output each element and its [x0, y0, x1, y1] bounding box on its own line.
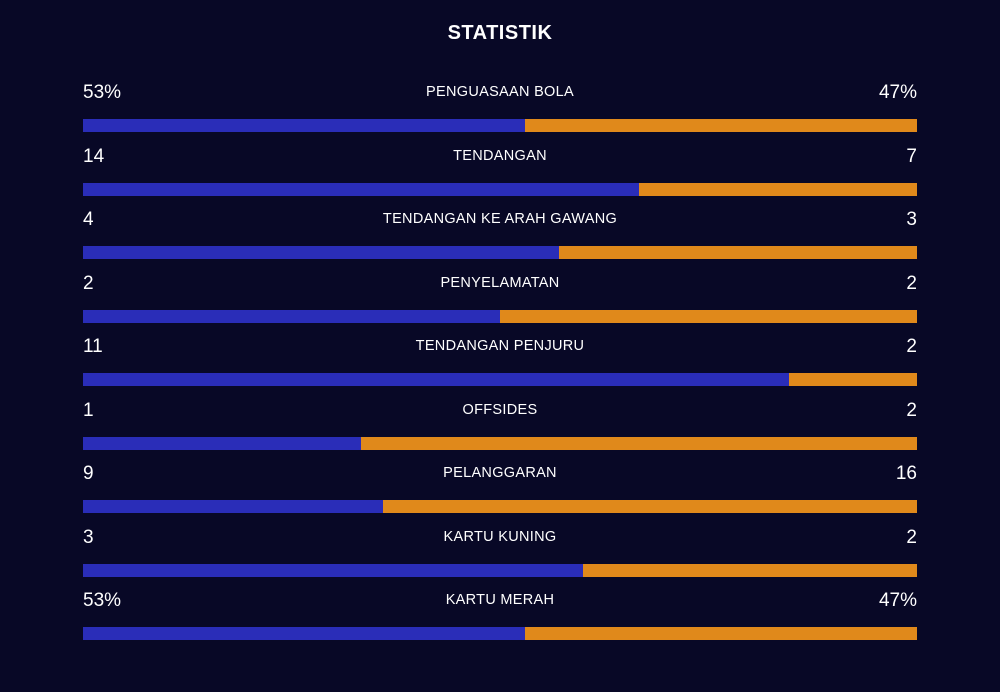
- stat-label: TENDANGAN PENJURU: [415, 338, 585, 354]
- panel-title: STATISTIK: [447, 22, 553, 44]
- stat-row-pelanggaran: 9 PELANGGARAN 16: [83, 461, 917, 525]
- stat-label: KARTU KUNING: [443, 528, 557, 545]
- away-bar-segment: [360, 436, 917, 450]
- home-bar-segment: [83, 500, 384, 513]
- home-bar-segment: [83, 627, 526, 640]
- home-bar-segment: [83, 436, 361, 450]
- away-bar-segment: [583, 563, 917, 577]
- stat-label: PENYELAMATAN: [440, 274, 560, 291]
- home-value: 2: [83, 272, 94, 294]
- stat-label: PENGUASAAN BOLA: [426, 84, 574, 100]
- home-value: 53%: [83, 590, 122, 611]
- stat-row-kartu-kuning: 3 KARTU KUNING 2: [83, 525, 917, 589]
- away-bar-segment: [559, 246, 917, 259]
- stat-label: TENDANGAN: [453, 147, 547, 164]
- home-value: 9: [83, 463, 94, 484]
- away-bar-segment: [383, 500, 917, 513]
- away-value: 2: [906, 526, 917, 548]
- away-bar-segment: [525, 119, 917, 132]
- comparison-bar: [83, 436, 917, 450]
- stat-row-penguasaan-bola: 53% PENGUASAAN BOLA 47%: [83, 80, 917, 144]
- stat-row-tendangan: 14 TENDANGAN 7: [83, 144, 917, 208]
- away-value: 16: [895, 463, 917, 484]
- home-value: 4: [83, 209, 94, 230]
- comparison-bar: [83, 563, 917, 577]
- away-bar-segment: [525, 627, 917, 640]
- away-bar-segment: [788, 373, 917, 386]
- away-value: 2: [906, 272, 917, 294]
- comparison-bar: [83, 309, 917, 323]
- away-bar-segment: [500, 309, 917, 323]
- comparison-bar: [83, 119, 917, 132]
- away-value: 7: [906, 145, 917, 167]
- home-value: 14: [83, 145, 105, 167]
- home-value: 53%: [83, 82, 122, 103]
- home-value: 1: [83, 399, 94, 421]
- away-bar-segment: [639, 182, 917, 196]
- comparison-bar: [83, 500, 917, 513]
- home-bar-segment: [83, 182, 640, 196]
- home-value: 3: [83, 526, 94, 548]
- away-value: 3: [906, 209, 917, 230]
- stat-row-penyelamatan: 2 PENYELAMATAN 2: [83, 271, 917, 335]
- away-value: 47%: [878, 590, 917, 611]
- stats-list: 53% PENGUASAAN BOLA 47% 14 TENDANGAN 7: [83, 80, 917, 652]
- comparison-bar: [83, 627, 917, 640]
- stat-row-offsides: 1 OFFSIDES 2: [83, 398, 917, 462]
- away-value: 2: [906, 336, 917, 357]
- home-bar-segment: [83, 563, 584, 577]
- away-value: 2: [906, 399, 917, 421]
- home-bar-segment: [83, 119, 526, 132]
- home-value: 11: [83, 336, 103, 357]
- stat-row-tendangan-ke-arah-gawang: 4 TENDANGAN KE ARAH GAWANG 3: [83, 207, 917, 271]
- home-bar-segment: [83, 309, 500, 323]
- comparison-bar: [83, 373, 917, 386]
- comparison-bar: [83, 246, 917, 259]
- stat-label: OFFSIDES: [462, 401, 538, 418]
- stat-label: TENDANGAN KE ARAH GAWANG: [382, 211, 618, 227]
- stat-row-tendangan-penjuru: 11 TENDANGAN PENJURU 2: [83, 334, 917, 398]
- comparison-bar: [83, 182, 917, 196]
- stat-label: PELANGGARAN: [443, 465, 557, 481]
- stat-label: KARTU MERAH: [445, 592, 555, 608]
- away-value: 47%: [878, 82, 917, 103]
- home-bar-segment: [83, 373, 789, 386]
- stat-row-kartu-merah: 53% KARTU MERAH 47%: [83, 588, 917, 652]
- home-bar-segment: [83, 246, 560, 259]
